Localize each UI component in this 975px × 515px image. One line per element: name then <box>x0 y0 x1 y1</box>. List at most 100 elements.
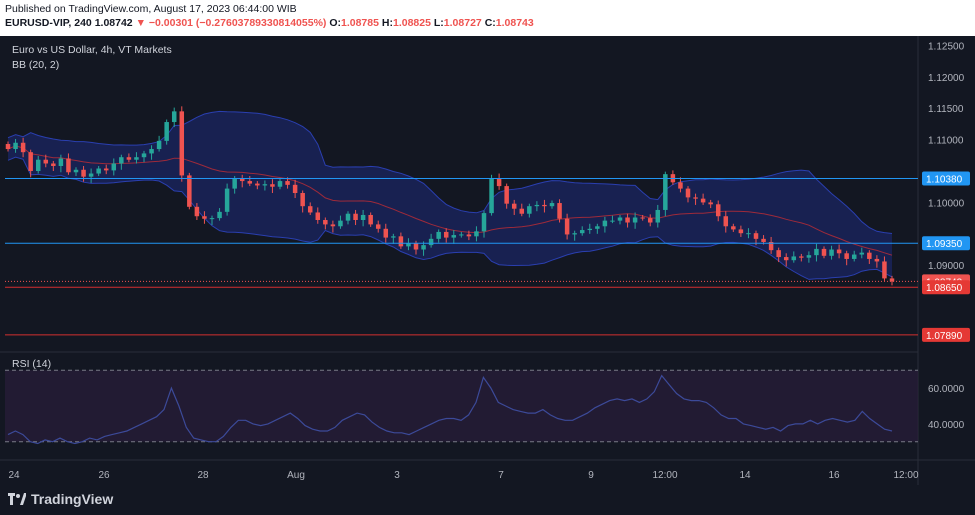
level-badge <box>922 327 970 342</box>
candle-body <box>534 204 540 207</box>
candle-body <box>451 235 457 238</box>
symbol-label: EURUSD-VIP, 240 <box>5 17 92 29</box>
candle-body <box>889 278 895 282</box>
candle-body <box>307 206 313 213</box>
price-chart[interactable]: 1.103801.093501.087431.086501.078901.125… <box>0 36 975 485</box>
candle-body <box>292 184 298 193</box>
candle-body <box>882 261 887 279</box>
candle-body <box>383 228 389 238</box>
candle-body <box>844 253 849 259</box>
candle-body <box>632 217 638 223</box>
candle-body <box>398 236 404 247</box>
rsi-label: RSI (14) <box>12 358 52 370</box>
candle-body <box>783 257 789 261</box>
candle-body <box>270 184 275 187</box>
candle-body <box>330 224 336 227</box>
candle-body <box>119 157 124 164</box>
indicator-label: BB (20, 2) <box>12 59 60 71</box>
bb-fill-area <box>8 111 892 280</box>
candle-body <box>693 197 698 199</box>
candle-body <box>685 188 691 198</box>
candle-body <box>96 168 101 174</box>
bb-lower-line <box>7 156 893 280</box>
candle-body <box>504 186 509 204</box>
rsi-tick-label: 40.0000 <box>928 420 965 431</box>
candle-body <box>391 236 396 238</box>
price-tick-label: 1.12000 <box>928 73 965 84</box>
candle-body <box>300 193 305 207</box>
price-tick-label: 1.11000 <box>928 136 964 147</box>
candle-body <box>35 159 41 172</box>
candle-body <box>277 181 283 187</box>
candle-body <box>232 178 237 189</box>
candle-body <box>731 226 736 230</box>
time-tick-label: 9 <box>588 470 594 481</box>
down-arrow-icon: ▼ <box>135 17 146 29</box>
candle-body <box>58 158 64 166</box>
candle-body <box>700 198 706 203</box>
candle-body <box>66 158 71 173</box>
candle-body <box>542 204 547 207</box>
candle-body <box>678 182 683 189</box>
level-badge <box>922 280 970 295</box>
last-price: 1.08742 <box>94 17 133 29</box>
candle-body <box>746 233 751 235</box>
header-bar: Published on TradingView.com, August 17,… <box>0 0 975 36</box>
time-tick-label: 26 <box>98 470 110 481</box>
candle-body <box>625 217 630 223</box>
candle-body <box>202 216 207 219</box>
candle-body <box>239 178 245 182</box>
candle-body <box>315 212 321 221</box>
price-change: −0.00301 (−0.27603789330814055%) <box>148 17 327 29</box>
candle-body <box>443 231 449 238</box>
level-badge-label: 1.10380 <box>926 175 963 186</box>
candle-body <box>171 111 177 123</box>
candle-body <box>353 213 358 221</box>
rsi-band-fill <box>5 370 918 442</box>
candle-body <box>610 220 615 222</box>
candle-body <box>360 214 366 221</box>
candle-body <box>51 163 56 166</box>
time-tick-label: 3 <box>394 470 400 481</box>
candle-body <box>647 218 653 223</box>
candle-body <box>134 157 139 160</box>
candle-body <box>20 142 26 153</box>
time-tick-label: Aug <box>287 470 305 481</box>
candle-body <box>791 256 797 261</box>
candle-body <box>595 226 600 229</box>
candle-body <box>496 178 502 187</box>
open-label: O: <box>329 17 341 29</box>
candle-body <box>663 174 668 210</box>
candle-body <box>557 203 562 219</box>
time-tick-label: 7 <box>498 470 504 481</box>
brand[interactable]: TradingView <box>8 491 113 507</box>
candle-body <box>103 168 109 171</box>
candle-body <box>806 255 812 258</box>
bb-basis-line <box>7 145 893 256</box>
candle-body <box>156 140 162 150</box>
candle-body <box>867 252 872 259</box>
bb-upper-line <box>7 110 893 234</box>
candle-body <box>738 229 744 234</box>
candle-body <box>247 181 253 184</box>
candle-body <box>428 238 434 246</box>
candle-body <box>814 248 819 256</box>
close-label: C: <box>484 17 496 29</box>
candle-body <box>466 234 472 237</box>
candle-body <box>43 159 49 164</box>
candle-body <box>474 231 479 237</box>
candle-body <box>111 163 117 171</box>
candle-body <box>821 248 827 256</box>
time-tick-label: 24 <box>8 470 20 481</box>
candle-body <box>564 218 570 235</box>
candle-body <box>5 144 11 150</box>
level-badge <box>922 171 970 186</box>
candle-body <box>194 206 200 217</box>
candle-body <box>209 218 215 220</box>
candle-body <box>481 213 487 232</box>
rsi-tick-label: 60.0000 <box>928 384 965 395</box>
candle-body <box>255 183 260 186</box>
time-tick-label: 14 <box>739 470 751 481</box>
candle-body <box>224 188 230 212</box>
candle-body <box>511 203 517 209</box>
